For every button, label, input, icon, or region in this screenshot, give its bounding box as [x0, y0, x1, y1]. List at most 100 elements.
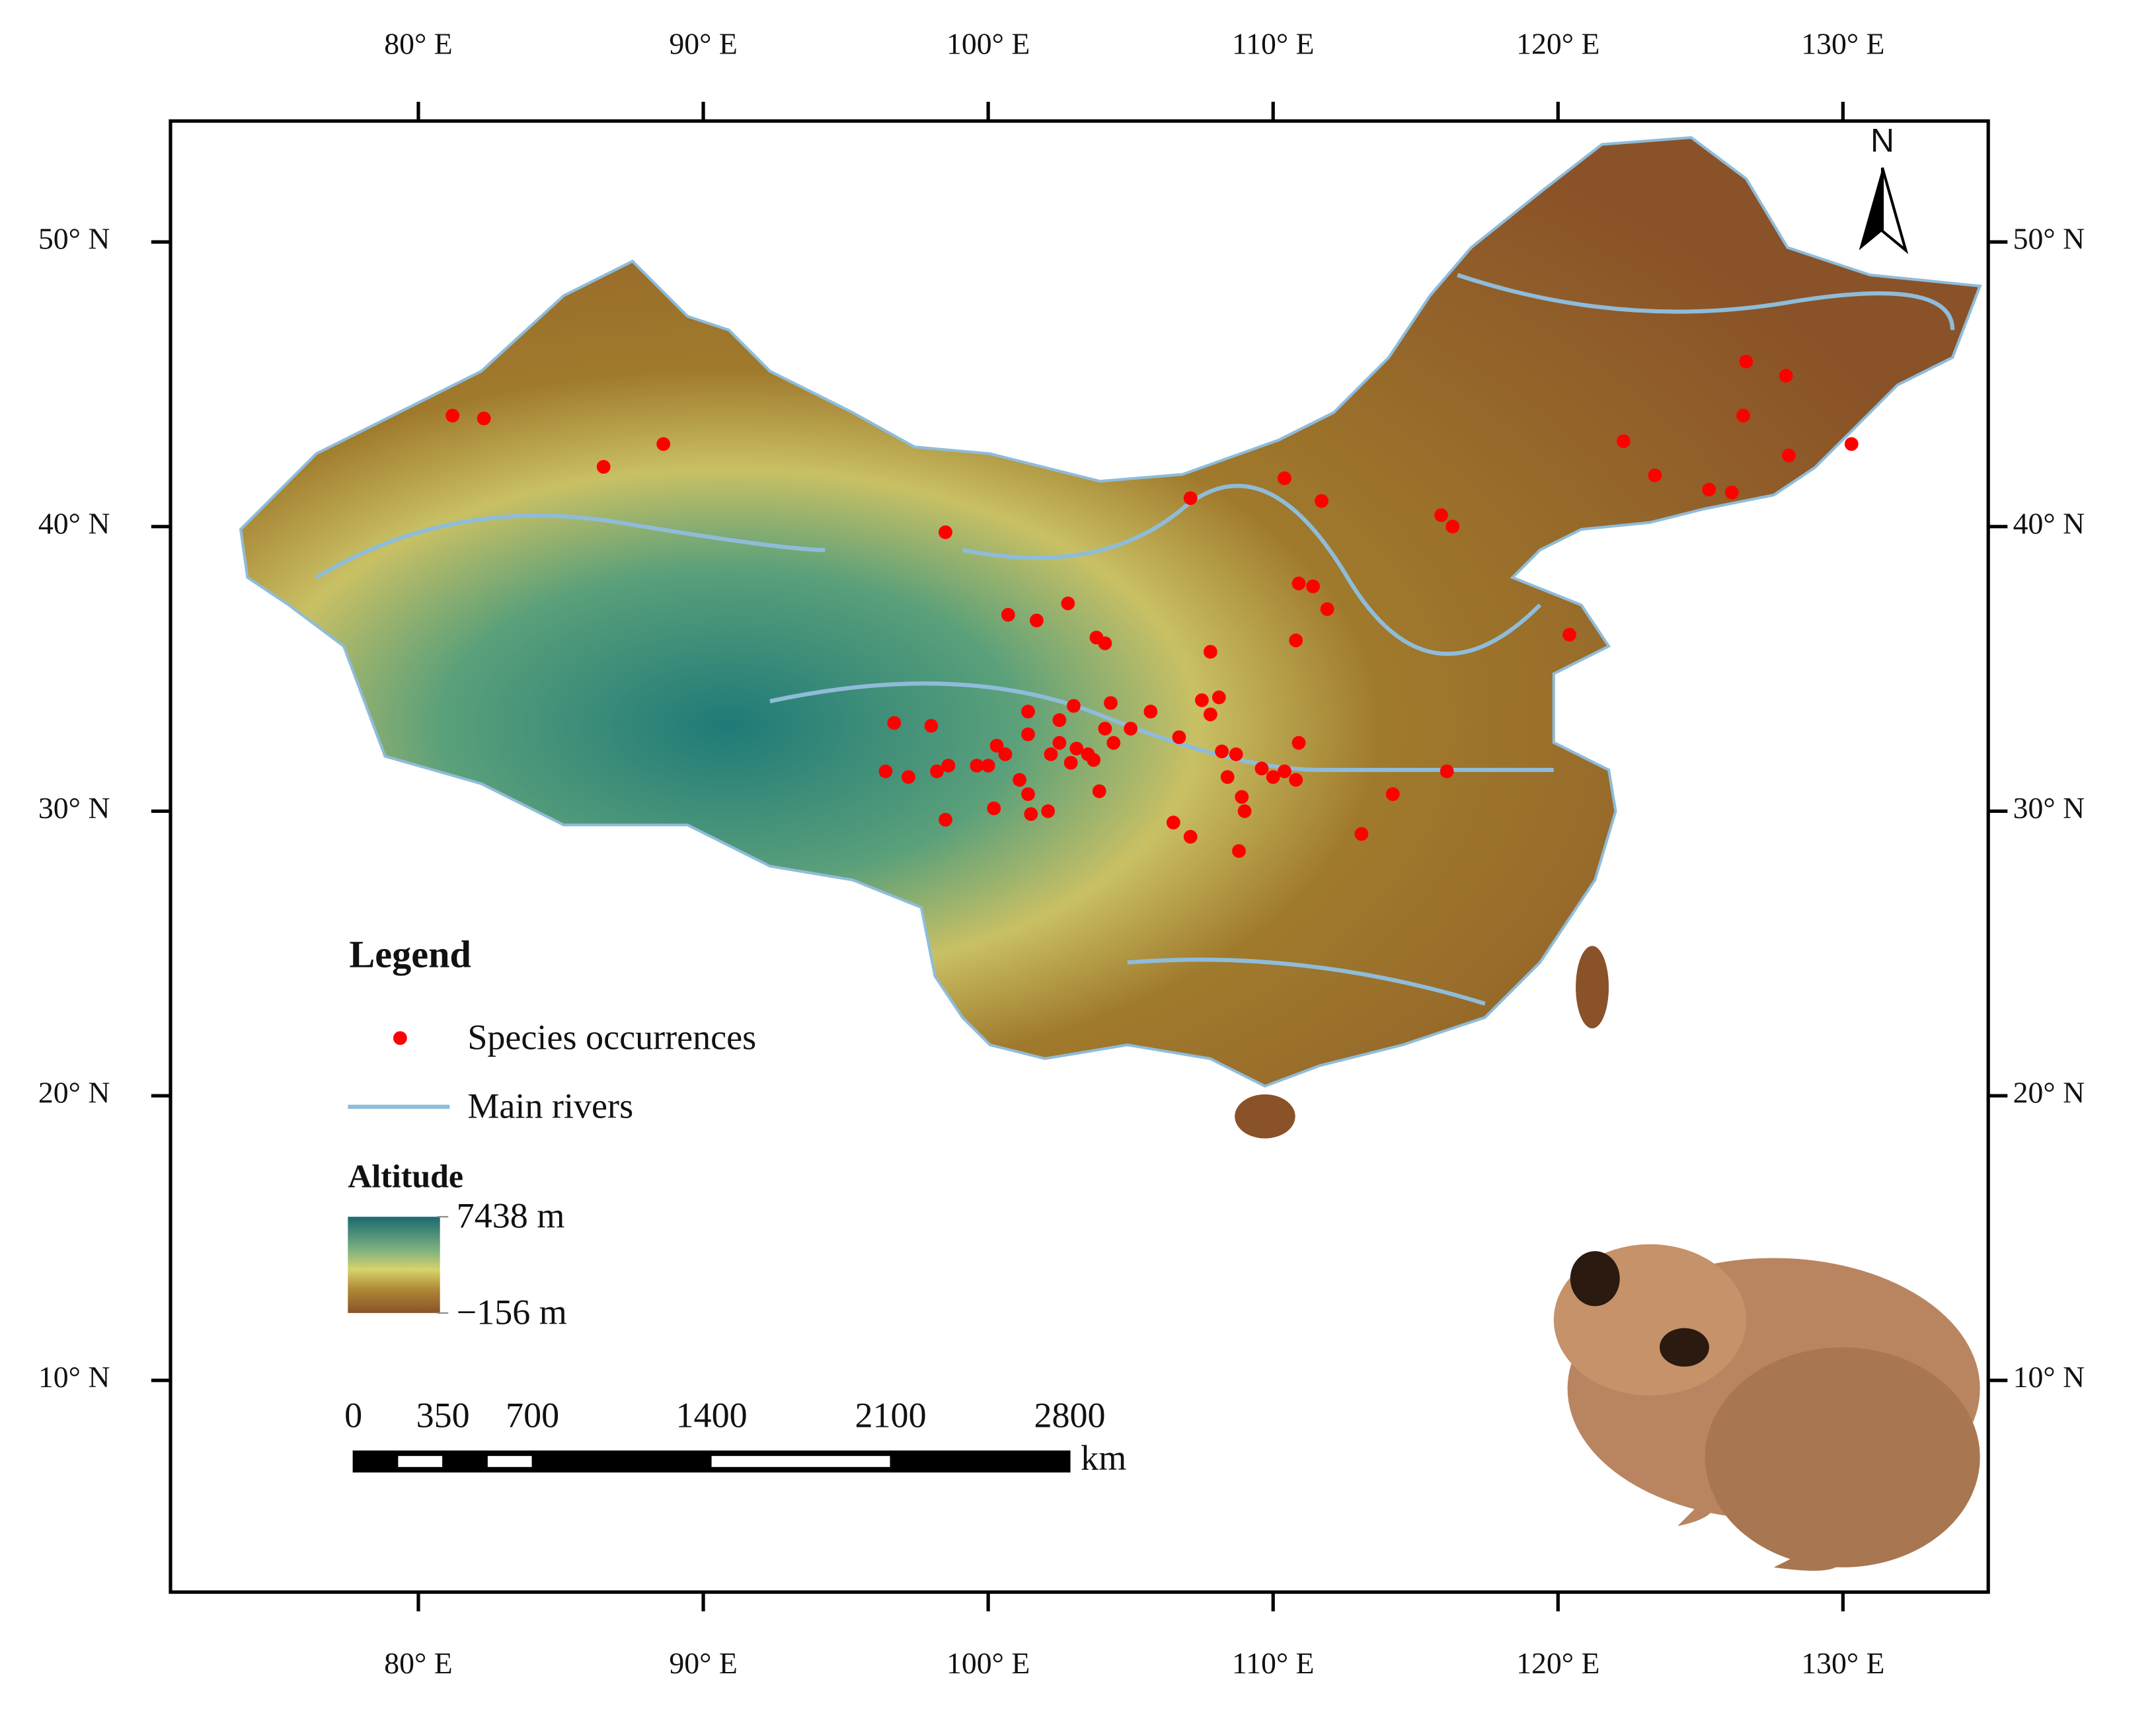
occurrence	[1306, 579, 1320, 593]
river	[315, 513, 826, 580]
occurrence	[924, 718, 939, 733]
occurrence	[1044, 747, 1058, 761]
occurrence	[1266, 770, 1280, 784]
occurrence-points	[445, 354, 1859, 858]
occurrence	[1063, 755, 1078, 770]
occurrence	[970, 759, 984, 773]
occurrence	[1087, 753, 1101, 767]
x-tick-label: 90° E	[669, 26, 737, 60]
occurrence	[1215, 744, 1229, 759]
occurrence	[1562, 628, 1576, 642]
occurrence	[941, 759, 956, 773]
taiwan	[1576, 946, 1609, 1029]
occurrence	[1291, 736, 1306, 750]
scale-label: 350	[416, 1395, 470, 1435]
occurrence	[1104, 696, 1118, 710]
x-tick-label: 110° E	[1232, 26, 1315, 60]
occurrence	[1254, 761, 1269, 776]
occurrence	[1052, 736, 1067, 750]
scale-segment	[487, 1456, 533, 1467]
occurrence	[998, 747, 1013, 761]
occurrence	[1736, 408, 1750, 423]
x-tick-label: 120° E	[1516, 1646, 1599, 1680]
altitude-label: 7438 m	[457, 1196, 565, 1236]
occurrence	[1385, 787, 1400, 801]
occurrence	[1220, 770, 1235, 784]
river	[769, 681, 1554, 773]
scale-label: 1400	[676, 1395, 748, 1435]
occurrence	[1291, 576, 1306, 591]
occurrence	[1001, 607, 1015, 622]
x-tick-label: 130° E	[1801, 26, 1884, 60]
x-tick-label: 80° E	[384, 1646, 452, 1680]
y-tick-label: 20° N	[2013, 1076, 2085, 1110]
occurrence	[1166, 816, 1180, 830]
occurrence	[1030, 613, 1044, 628]
occurrence	[930, 764, 944, 779]
occurrence	[887, 716, 902, 730]
scale-segment	[711, 1456, 891, 1467]
occurrence	[1232, 844, 1246, 858]
scale-segment	[398, 1456, 443, 1467]
occurrence	[989, 738, 1004, 753]
occurrence	[1212, 690, 1226, 704]
occurrence	[939, 525, 952, 539]
occurrence	[1844, 437, 1859, 451]
occurrence	[1183, 829, 1198, 844]
legend-occurrences: Species occurrences	[467, 1017, 756, 1057]
occurrence	[878, 764, 893, 779]
graticule-ticks: 80° E 80° E 90° E 90° E 100° E 100° E 110° E 11…	[38, 26, 2085, 1680]
north-arrow	[1859, 167, 1883, 250]
scale-label: 2100	[855, 1395, 926, 1435]
y-tick-label: 20° N	[38, 1076, 110, 1110]
river	[1127, 958, 1486, 1006]
occurrence	[1289, 633, 1303, 648]
scale-label: 2800	[1034, 1395, 1105, 1435]
occurrence	[1143, 704, 1158, 719]
occurrence	[1069, 741, 1084, 756]
y-tick-label: 50° N	[2013, 222, 2085, 256]
occurrence	[1440, 764, 1454, 779]
river	[1457, 273, 1955, 330]
occurrence	[1183, 491, 1198, 506]
occurrence	[477, 411, 491, 426]
occurrence	[1235, 790, 1249, 804]
occurrence	[1172, 730, 1186, 744]
occurrence	[1354, 827, 1369, 841]
occurrence	[1739, 354, 1753, 369]
scale-label: 700	[506, 1395, 559, 1435]
occurrence	[1782, 448, 1796, 463]
occurrence	[1617, 434, 1631, 449]
y-tick-label: 50° N	[38, 222, 110, 256]
hainan	[1235, 1094, 1295, 1139]
occurrence	[939, 812, 952, 827]
occurrence	[1289, 773, 1303, 787]
occurrence	[596, 459, 611, 474]
occurrence	[1021, 704, 1035, 719]
occurrence	[1315, 494, 1328, 508]
occurrence	[1021, 727, 1035, 741]
occurrence	[1445, 519, 1460, 534]
y-tick-label: 40° N	[38, 506, 110, 540]
altitude-title: Altitude	[348, 1158, 463, 1194]
x-tick-label: 80° E	[384, 26, 452, 60]
legend-rivers: Main rivers	[467, 1086, 633, 1125]
occurrence	[1434, 508, 1448, 522]
occurrence	[1203, 644, 1217, 659]
occurrence	[1278, 764, 1291, 779]
x-tick-label: 120° E	[1516, 26, 1599, 60]
scale-unit: km	[1081, 1438, 1126, 1478]
altitude-colorbar	[348, 1217, 440, 1313]
occurrence	[1779, 369, 1793, 383]
occurrence	[981, 759, 995, 773]
occurrence	[1061, 596, 1075, 611]
occurrence	[1067, 699, 1081, 713]
x-tick-label: 130° E	[1801, 1646, 1884, 1680]
occurrence	[1098, 636, 1112, 650]
altitude-labels: 7438 m −156 m	[437, 1196, 567, 1332]
north-label: N	[1870, 122, 1894, 159]
occurrence	[1320, 602, 1334, 617]
altitude-label: −156 m	[457, 1292, 567, 1332]
x-tick-label: 90° E	[669, 1646, 737, 1680]
legend-dot	[393, 1031, 407, 1045]
